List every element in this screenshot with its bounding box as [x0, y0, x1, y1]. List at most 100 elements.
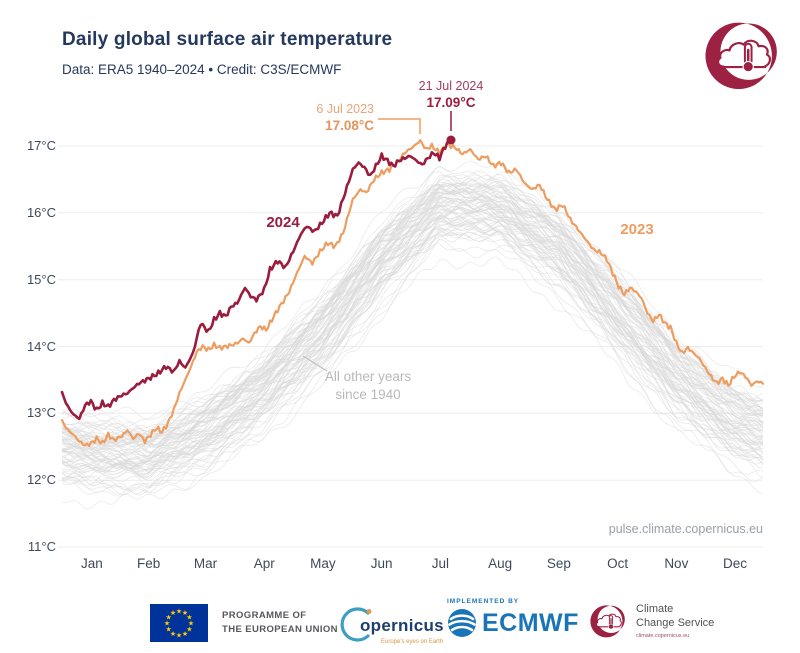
eu-flag-star: ★: [176, 632, 182, 640]
annotation-2023-connector: [378, 118, 421, 134]
footer-logos: ★ ★ ★ ★ ★ ★ ★ ★ ★ ★ ★ ★ PROGRAMME OF THE EUROPEAN U…: [0, 596, 800, 650]
c3s-footer-logo: Climate Change Service climate.copernicu…: [588, 602, 714, 640]
y-axis-label: 17°C: [26, 138, 56, 153]
y-axis-label: 11°C: [27, 539, 56, 554]
chart-subtitle: Data: ERA5 1940–2024 • Credit: C3S/ECMWF: [62, 62, 342, 77]
y-axis-label: 15°C: [26, 271, 56, 287]
copernicus-tagline: Europe's eyes on Earth: [381, 639, 443, 645]
c3s-logo-small: [590, 605, 625, 638]
copernicus-logo: opernicus Europe's eyes on Earth: [333, 602, 449, 653]
x-axis-label-apr: Apr: [253, 556, 275, 571]
background-year-line: [61, 193, 764, 463]
x-axis-label-jan: Jan: [80, 556, 103, 571]
copernicus-wordmark: opernicus: [360, 616, 444, 635]
eu-flag-star: ★: [188, 620, 194, 628]
copernicus-c-arc: [340, 607, 370, 642]
annotation-peak-2024: 21 Jul 2024 17.09°C: [391, 79, 511, 112]
x-axis-label-feb: Feb: [137, 556, 161, 571]
c3s-service-text: Climate Change Service climate.copernicu…: [636, 603, 715, 639]
background-year-line: [61, 221, 764, 480]
thermometer-bulb: [608, 623, 614, 630]
background-year-line: [61, 228, 764, 496]
eu-programme-logo: ★ ★ ★ ★ ★ ★ ★ ★ ★ ★ ★ ★ PROGRAMME OF THE EUROPEAN U…: [150, 604, 338, 642]
eu-flag-star: ★: [164, 620, 170, 628]
background-year-line: [61, 195, 764, 466]
copernicus-orbit-dot: [366, 609, 372, 614]
background-year-line: [61, 160, 764, 434]
x-axis-label-jul: Jul: [431, 556, 450, 571]
background-year-line: [61, 221, 764, 489]
background-year-line: [61, 183, 764, 450]
eu-flag-star: ★: [182, 609, 188, 617]
x-axis-label-aug: Aug: [488, 556, 513, 571]
x-axis-label-sep: Sep: [546, 556, 571, 571]
line-2024: [60, 140, 453, 421]
ecmwf-logo: IMPLEMENTED BY ECMWF: [447, 598, 579, 638]
annotation-2024-date: 21 Jul 2024: [418, 79, 484, 93]
implemented-by-label: IMPLEMENTED BY: [447, 598, 520, 605]
page-title: Daily global surface air temperature: [62, 29, 393, 50]
eu-flag-field: [150, 604, 208, 642]
background-year-line: [61, 211, 764, 470]
background-label-leader-line: [302, 355, 328, 372]
background-year-line: [61, 225, 764, 472]
eu-flag-star: ★: [182, 630, 188, 638]
background-year-line: [61, 201, 764, 452]
y-axis-label: 16°C: [26, 204, 56, 220]
eu-flag-icon: ★ ★★★★★★★★★★★: [150, 604, 208, 642]
background-year-line: [61, 174, 764, 451]
background-year-line: [61, 243, 764, 495]
eu-flag-star: ★: [186, 626, 192, 634]
c3s-url: climate.copernicus.eu: [636, 632, 690, 639]
annotation-2023-value: 17.08°C: [325, 117, 374, 133]
eu-flag-star: ★: [170, 609, 176, 617]
background-year-line: [61, 256, 764, 510]
annotation-2024-value: 17.09°C: [426, 94, 476, 110]
y-axis-label: 13°C: [26, 405, 56, 421]
background-year-line: [61, 238, 764, 497]
x-axis-label-jun: Jun: [370, 556, 393, 571]
background-year-line: [61, 197, 764, 463]
x-axis-label-dec: Dec: [723, 556, 748, 571]
thermometer-bulb: [742, 60, 754, 73]
eu-flag-star: ★: [170, 630, 176, 638]
ecmwf-wordmark: ECMWF: [482, 608, 579, 637]
c3s-logo: [705, 22, 777, 90]
eu-flag-star: ★: [176, 608, 182, 616]
background-year-line: [61, 182, 764, 445]
background-year-line: [61, 170, 764, 420]
series-label-2024: 2024: [266, 214, 300, 231]
background-year-line: [61, 196, 764, 468]
line-2024-end-dot: [446, 135, 456, 145]
eu-flag-star: ★: [165, 614, 171, 622]
annotation-2023-date: 6 Jul 2023: [316, 102, 374, 116]
x-axis-label-may: May: [310, 556, 336, 571]
background-year-line: [61, 192, 764, 451]
eu-flag-star: ★: [186, 614, 192, 622]
x-axis-label-nov: Nov: [664, 556, 689, 571]
eu-flag-star: ★: [165, 626, 171, 634]
watermark-url: pulse.climate.copernicus.eu: [608, 522, 763, 536]
y-axis-label: 14°C: [26, 338, 56, 354]
y-axis-label: 12°C: [26, 472, 56, 488]
background-year-line: [61, 190, 764, 448]
background-year-line: [61, 231, 764, 481]
background-years-label: All other years since 1940: [324, 369, 412, 403]
line-2023: [60, 139, 765, 448]
series-label-2023: 2023: [620, 221, 654, 238]
background-year-line: [61, 228, 764, 496]
background-year-line: [61, 221, 764, 479]
x-axis-label-oct: Oct: [607, 556, 629, 571]
copernicus-wordmark-icon: opernicus Europe's eyes on Earth: [340, 607, 444, 645]
annotation-peak-2023: 6 Jul 2023 17.08°C: [254, 102, 374, 135]
ecmwf-emblem-icon: [448, 609, 476, 637]
crescent-shape: [590, 605, 625, 638]
background-year-line: [61, 170, 764, 442]
eu-programme-text: PROGRAMME OF THE EUROPEAN UNION: [222, 610, 338, 635]
background-year-line: [61, 183, 764, 450]
background-year-line: [61, 174, 764, 445]
x-axis-label-mar: Mar: [193, 556, 218, 571]
crescent-shape: [705, 22, 777, 90]
background-year-line: [61, 203, 764, 461]
